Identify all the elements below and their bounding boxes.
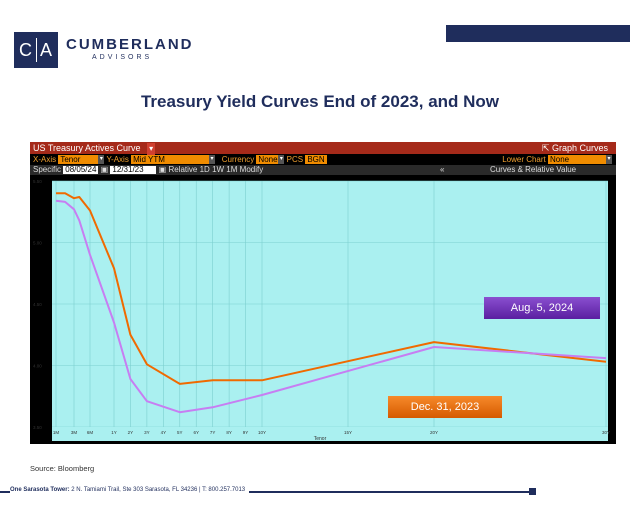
date-field-2[interactable]: 12/31/23 <box>110 165 157 174</box>
dec-2023-label: Dec. 31, 2023 <box>388 396 502 418</box>
graph-curves-link[interactable]: ⇱ Graph Curves <box>541 143 608 153</box>
footer-address: One Sarasota Tower: 2 N. Tamiami Trail, … <box>10 487 250 493</box>
y-axis-field[interactable]: Mid YTM <box>131 155 210 165</box>
x-tick-label: 5Y <box>177 430 183 435</box>
x-tick-label: 6Y <box>193 430 199 435</box>
x-axis-field[interactable]: Tenor <box>58 155 99 165</box>
calendar-icon[interactable]: ▣ <box>100 165 109 174</box>
x-tick-label: 20Y <box>430 430 438 435</box>
terminal-title-bar: US Treasury Actives Curve ▾ ⇱ Graph Curv… <box>30 142 616 155</box>
pcs-field[interactable]: BGN <box>305 155 328 165</box>
x-tick-label: 3Y <box>144 430 150 435</box>
y-tick-label: 3.50 <box>33 425 42 430</box>
currency-field[interactable]: None <box>256 155 279 165</box>
x-tick-label: 2Y <box>128 430 134 435</box>
x-tick-label: 1Y <box>111 430 117 435</box>
lower-chart-label: Lower Chart <box>502 155 546 164</box>
brand-name: CUMBERLAND <box>66 36 194 53</box>
y-tick-label: 5.00 <box>33 241 42 246</box>
graph-curves-label: Graph Curves <box>551 143 608 153</box>
button-1d[interactable]: 1D <box>199 165 210 174</box>
series-line-1 <box>55 199 607 414</box>
terminal-settings-row: X-Axis Tenor ▾ Y-Axis Mid YTM ▾ Currency N… <box>30 154 616 165</box>
source-note: Source: Bloomberg <box>30 464 95 473</box>
specific-label: Specific <box>33 165 62 174</box>
series-line-0 <box>56 192 607 385</box>
header-accent-bar <box>446 25 630 42</box>
x-tick-label: 9Y <box>243 430 249 435</box>
relative-label: Relative <box>168 165 198 174</box>
x-tick-label: 10Y <box>258 430 266 435</box>
terminal-date-row: Specific 08/05/24 ▣ 12/31/23 ▣ Relative … <box>30 165 616 175</box>
brand-subtitle: ADVISORS <box>92 54 153 61</box>
y-tick-label: 5.50 <box>33 179 42 184</box>
curves-relative-value[interactable]: Curves & Relative Value <box>490 165 577 174</box>
x-tick-label: 4Y <box>161 430 167 435</box>
y-axis-dropdown-icon[interactable]: ▾ <box>209 155 216 165</box>
x-tick-label: 7Y <box>210 430 216 435</box>
x-tick-label: 6M <box>87 430 94 435</box>
x-tick-label: 30Y <box>602 430 610 435</box>
x-axis-label: X-Axis <box>33 155 57 164</box>
footer-line <box>0 491 530 493</box>
bloomberg-terminal-panel: US Treasury Actives Curve ▾ ⇱ Graph Curv… <box>30 142 616 444</box>
date-field-1[interactable]: 08/05/24 <box>63 164 99 174</box>
x-axis-strip <box>52 427 608 441</box>
y-axis-label: Y-Axis <box>106 155 129 164</box>
terminal-title: US Treasury Actives Curve <box>33 143 141 153</box>
footer-text: 2 N. Tamiami Trail, Ste 303 Sarasota, FL… <box>71 487 246 493</box>
y-tick-label: 4.50 <box>33 302 42 307</box>
x-tick-label: 3M <box>71 430 78 435</box>
footer-bold: One Sarasota Tower: <box>10 487 70 493</box>
logo-letter-a: A <box>39 39 53 60</box>
slide-title: Treasury Yield Curves End of 2023, and N… <box>140 92 500 111</box>
menu-dropdown-icon[interactable]: ▾ <box>147 143 156 155</box>
x-tick-label: 15Y <box>344 430 352 435</box>
button-1m[interactable]: 1M <box>226 165 238 174</box>
modify-button[interactable]: Modify <box>239 165 264 174</box>
collapse-icon[interactable]: « <box>440 165 445 174</box>
y-tick-label: 4.00 <box>33 364 42 369</box>
x-tick-label: 1M <box>53 430 60 435</box>
x-axis-title: Tenor <box>314 436 327 442</box>
x-axis-dropdown-icon[interactable]: ▾ <box>98 155 105 165</box>
currency-dropdown-icon[interactable]: ▾ <box>278 155 285 165</box>
pcs-label: PCS <box>286 155 304 164</box>
footer-square <box>529 488 536 495</box>
button-1w[interactable]: 1W <box>212 165 225 174</box>
aug-2024-label: Aug. 5, 2024 <box>484 297 600 319</box>
lower-chart-dropdown-icon[interactable]: ▾ <box>606 155 612 165</box>
logo-letter-c: C <box>18 39 33 60</box>
calendar-icon-2[interactable]: ▣ <box>158 165 167 174</box>
lower-chart-field[interactable]: None <box>548 155 606 165</box>
x-tick-label: 8Y <box>226 430 232 435</box>
currency-label: Currency <box>221 155 255 164</box>
